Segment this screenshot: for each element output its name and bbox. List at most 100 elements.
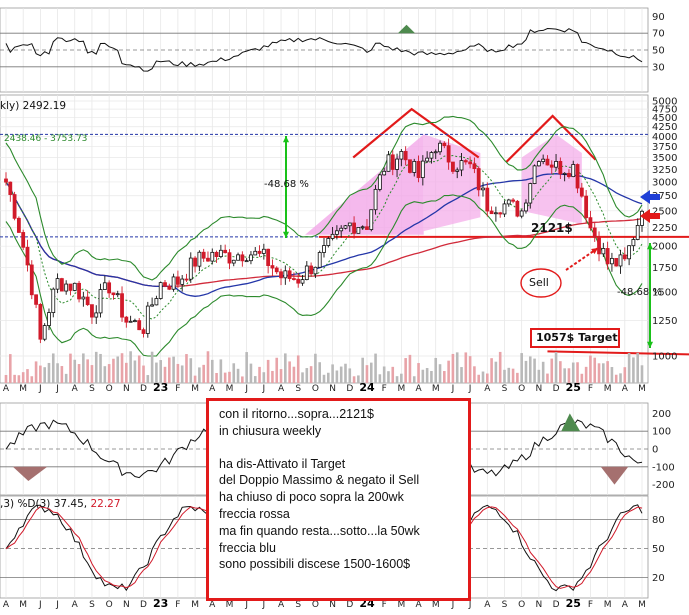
volume-bar [382, 366, 386, 383]
volume-bar [430, 370, 433, 383]
month-label: M [191, 600, 199, 610]
volume-bar [202, 364, 205, 383]
volume-bar [146, 375, 150, 383]
month-label: F [175, 384, 180, 394]
month-label: F [382, 384, 387, 394]
candle-body [382, 170, 387, 176]
candle-body [506, 199, 511, 205]
candle-body [145, 305, 150, 334]
month-label: J [244, 384, 248, 394]
candle-body [360, 226, 365, 229]
volume-bar [258, 366, 261, 383]
sell-arrow [565, 247, 599, 271]
month-label: D [140, 384, 147, 394]
note-line: con il ritorno...sopra...2121$ [219, 407, 374, 421]
candle-body [339, 227, 344, 232]
month-label: J [38, 384, 42, 394]
month-label: J [244, 600, 248, 610]
volume-bar [193, 375, 197, 383]
volume-bar [425, 368, 429, 383]
volume-bar [262, 372, 266, 383]
price-tick-label: 2500 [652, 206, 677, 217]
volume-bar [13, 374, 16, 383]
green-down-arrow-head [282, 231, 290, 238]
candle-body [425, 157, 430, 162]
month-label: J [55, 600, 59, 610]
candle-body [592, 227, 597, 238]
volume-bar [593, 357, 597, 383]
year-label: 23 [153, 597, 168, 610]
volume-bar [266, 359, 270, 383]
volume-bar [180, 365, 184, 383]
cci-tick-label: 0 [652, 445, 658, 456]
volume-bar [494, 361, 498, 383]
candle-body [29, 264, 34, 296]
volume-bar [223, 372, 227, 383]
price-panel [0, 107, 689, 383]
volume-bar [232, 363, 236, 383]
candle-body [154, 298, 159, 306]
month-label: M [226, 600, 234, 610]
volume-bar [159, 360, 163, 383]
candle-body [115, 293, 120, 296]
candle-body [270, 265, 275, 269]
volume-bar [69, 353, 72, 383]
note-line: ha chiuso di poco sopra la 200wk [219, 490, 404, 505]
volume-bar [374, 353, 377, 383]
volume-bar [125, 362, 128, 383]
header-last-price: 2492.19 [22, 100, 67, 112]
volume-bar [623, 367, 627, 383]
year-label: 25 [566, 381, 581, 394]
month-label: D [553, 384, 560, 394]
month-label: M [604, 600, 612, 610]
volume-bar [150, 351, 154, 383]
month-label: A [415, 384, 422, 394]
note-line: ma fin quando resta...sotto...la 50wk [219, 523, 420, 538]
volume-bar [610, 367, 614, 383]
candle-body [541, 158, 546, 162]
candle-body [210, 251, 215, 262]
volume-bar [296, 355, 300, 383]
candle-body [77, 282, 81, 300]
month-label: M [432, 384, 440, 394]
candle-body [511, 199, 515, 202]
volume-bar [528, 356, 532, 383]
volume-bar [284, 353, 287, 383]
volume-bar [460, 367, 463, 383]
cci-tick-label: 200 [652, 409, 671, 420]
candle-body [489, 210, 494, 215]
volume-bar [326, 372, 330, 383]
sell-circle [520, 268, 562, 298]
candle-body [240, 254, 245, 262]
volume-bar [73, 359, 77, 383]
month-label: J [468, 600, 472, 610]
pct-top-label: -48.68 % [264, 179, 309, 190]
volume-bar [133, 360, 137, 383]
candle-body [493, 212, 498, 215]
volume-bar [8, 354, 12, 383]
month-label: J [468, 384, 472, 394]
candle-body [498, 212, 503, 215]
candle-body [614, 257, 619, 267]
candle-body [317, 252, 322, 268]
candle-body [618, 254, 623, 267]
volume-bar [455, 352, 459, 383]
candle-body [171, 276, 176, 290]
volume-bar [408, 354, 412, 383]
candle-body [180, 278, 185, 285]
month-label: N [123, 600, 130, 610]
price-tick-label: 2750 [652, 191, 677, 202]
candle-body [206, 257, 210, 262]
month-label: M [432, 600, 440, 610]
volume-bar [481, 371, 485, 383]
candle-body [257, 250, 262, 254]
candle-body [102, 282, 107, 290]
candle-body [571, 164, 576, 178]
candle-body [554, 161, 558, 168]
volume-bar [563, 368, 566, 383]
candle-body [322, 245, 326, 253]
volume-bar [339, 366, 343, 383]
candle-body [111, 292, 116, 296]
stoch-header: ,3) %D(3) 37.45, 22.27 [0, 498, 121, 510]
volume-bar [438, 364, 442, 383]
